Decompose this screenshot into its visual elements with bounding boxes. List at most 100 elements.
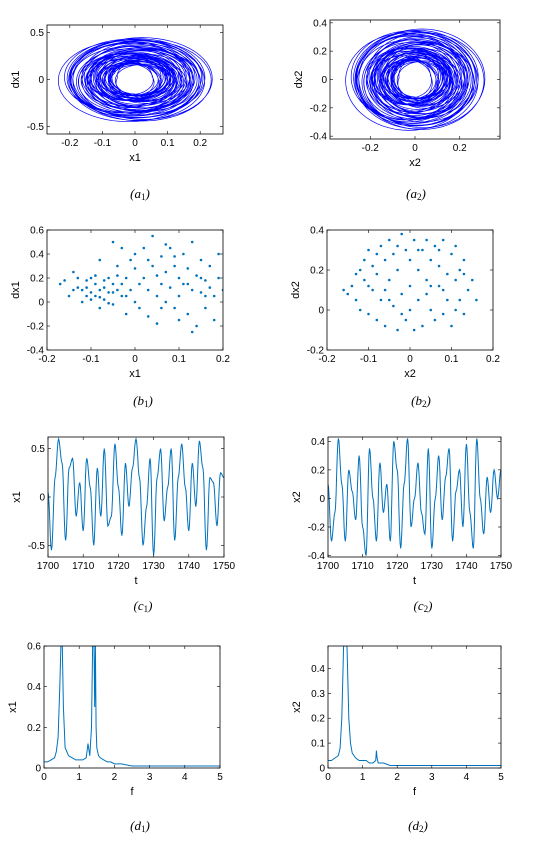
x-tick-label: 1 (76, 772, 82, 783)
scatter-point (358, 308, 362, 312)
scatter-point (199, 291, 203, 294)
scatter-point (155, 294, 159, 298)
y-tick-label: 0.1 (311, 739, 325, 750)
scatter-point (408, 258, 412, 262)
scatter-point (350, 284, 354, 288)
scatter-point (367, 284, 370, 288)
y-tick-label: 0 (319, 494, 325, 505)
series-line (44, 646, 220, 767)
y-tick-label: 0.2 (311, 714, 325, 725)
chart-c2: 1700 1710 1720 1730 1740 1750 -0.4 -0.2 0 0.2 0.4 t… (291, 436, 513, 614)
scatter-point (429, 284, 433, 288)
x-tick-label: 3 (429, 772, 435, 783)
scatter-point (396, 268, 399, 272)
y-axis-label: x2 (291, 701, 303, 713)
scatter-point (204, 279, 207, 282)
x-tick-label: 0 (41, 772, 47, 783)
scatter-point (342, 288, 345, 292)
x-axis-label: f (413, 786, 417, 798)
chart-b2: -0.2 -0.1 0 0.1 0.2 -0.2 0 0.2 0.4 x2 dx2 (b2) (290, 226, 500, 410)
y-tick-label: 0 (39, 493, 45, 504)
scatter-point (466, 288, 470, 292)
y-tick-label: -0.4 (27, 346, 45, 357)
scatter-point (129, 258, 132, 262)
y-tick-label: 0 (321, 75, 327, 86)
scatter-point (160, 282, 163, 286)
scatter-point (173, 306, 176, 310)
x-tick-label: -0.2 (362, 143, 380, 154)
scatter-point (102, 279, 106, 282)
scatter-point (441, 312, 445, 316)
scatter-point (67, 294, 71, 298)
x-tick-label: 1750 (490, 561, 513, 572)
scatter-point (208, 286, 212, 289)
x-axis-label: t (134, 575, 137, 587)
scatter-point (367, 248, 370, 252)
chart-d1: 0 1 2 3 4 5 0 0.2 0.4 0.6 f x1 (d1) (7, 642, 223, 835)
scatter-point (80, 288, 84, 292)
y-axis-label: dx1 (10, 71, 22, 89)
scatter-point (80, 300, 84, 304)
x-axis-label: t (413, 575, 416, 587)
scatter-point (124, 312, 128, 316)
chart-a2: -0.2 0 0.2 -0.4 -0.2 0 0.2 0.4 x2 dx2 (a2) (293, 18, 501, 202)
x-tick-label: -0.2 (38, 354, 56, 365)
chart-a1: -0.2 -0.1 0 0.1 0.2 -0.5 0 0.5 x1 dx1 (a1) (10, 24, 224, 202)
y-axis-label: x1 (7, 701, 19, 713)
scatter-point (396, 244, 399, 248)
scatter-point (454, 244, 457, 248)
series-line (328, 438, 501, 556)
scatter-point (85, 279, 88, 282)
scatter-point (120, 294, 124, 298)
orbit-line (345, 28, 486, 131)
x-tick-label: -0.1 (94, 138, 112, 149)
y-tick-label: 0.4 (310, 226, 324, 237)
scatter-point (454, 278, 457, 282)
scatter-point (371, 264, 374, 268)
scatter-point (190, 288, 194, 292)
y-tick-label: -0.2 (307, 346, 325, 357)
y-tick-label: -0.5 (28, 541, 46, 552)
scatter-point (379, 298, 383, 302)
plot-area (345, 28, 486, 131)
scatter-point (116, 264, 119, 268)
y-axis-label: dx2 (293, 71, 305, 89)
x-tick-label: -0.2 (61, 138, 79, 149)
scatter-point (177, 318, 181, 322)
scatter-point (212, 318, 216, 322)
scatter-point (151, 264, 154, 268)
scatter-point (383, 258, 387, 262)
scatter-point (107, 301, 110, 305)
scatter-point (412, 328, 416, 332)
scatter-point (421, 324, 424, 328)
scatter-point (107, 291, 110, 294)
scatter-point (160, 255, 163, 258)
x-tick-label: 0 (325, 772, 331, 783)
scatter-point (462, 272, 466, 276)
x-tick-label: 0.2 (486, 354, 500, 365)
x-tick-label: 1750 (213, 561, 236, 572)
panel-caption: (b1) (133, 393, 153, 409)
x-tick-label: 1700 (37, 561, 60, 572)
scatter-point (470, 278, 474, 282)
y-tick-label: 0.4 (311, 664, 325, 675)
scatter-point (190, 240, 194, 244)
scatter-point (76, 286, 80, 289)
y-tick-label: -0.2 (310, 103, 328, 114)
y-axis-label: x1 (11, 491, 23, 503)
scatter-point (111, 303, 115, 306)
scatter-point (204, 306, 207, 310)
scatter-point (400, 292, 404, 296)
scatter-point (168, 286, 172, 289)
y-tick-label: 0.6 (30, 226, 44, 237)
x-tick-label: 0 (412, 143, 418, 154)
scatter-point (417, 268, 420, 272)
scatter-point (138, 306, 141, 310)
scatter-point (212, 294, 216, 298)
scatter-point (164, 270, 168, 274)
scatter-point (417, 248, 420, 252)
scatter-point (94, 294, 97, 298)
scatter-point (429, 308, 433, 312)
scatter-point (363, 278, 366, 282)
